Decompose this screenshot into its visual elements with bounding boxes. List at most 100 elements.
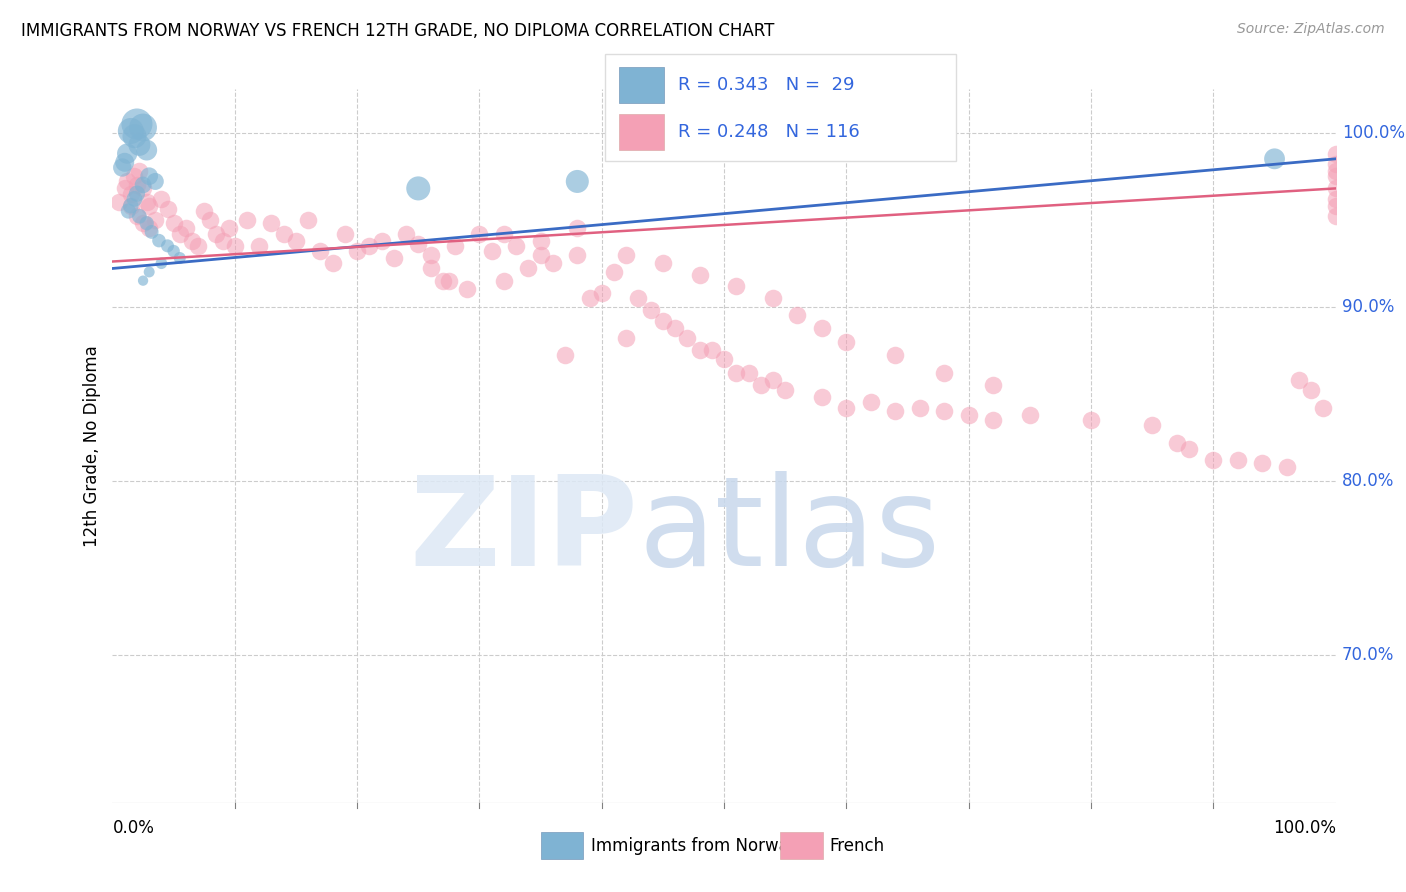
- Point: [444, 239, 467, 253]
- Point: [128, 209, 150, 223]
- Point: [132, 178, 155, 192]
- Point: [107, 195, 129, 210]
- Point: [181, 234, 204, 248]
- Point: [120, 186, 142, 201]
- Point: [382, 251, 405, 265]
- Point: [884, 349, 907, 363]
- Point: [652, 256, 675, 270]
- Point: [1202, 453, 1225, 467]
- Point: [762, 373, 785, 387]
- Point: [981, 378, 1004, 392]
- Point: [333, 227, 356, 241]
- Point: [786, 309, 808, 323]
- Text: 100.0%: 100.0%: [1272, 819, 1336, 837]
- Point: [567, 221, 589, 235]
- Point: [218, 221, 240, 235]
- Point: [591, 285, 613, 300]
- Point: [132, 181, 155, 195]
- Point: [492, 227, 515, 241]
- Point: [1251, 457, 1274, 471]
- Point: [614, 331, 637, 345]
- Point: [957, 408, 980, 422]
- Point: [567, 247, 589, 261]
- Point: [432, 274, 454, 288]
- Point: [713, 351, 735, 366]
- Point: [541, 256, 564, 270]
- Text: R = 0.248   N = 116: R = 0.248 N = 116: [678, 123, 859, 141]
- Point: [908, 401, 931, 415]
- Point: [689, 268, 711, 283]
- Point: [135, 195, 157, 210]
- Point: [273, 227, 295, 241]
- Point: [138, 265, 160, 279]
- Point: [1142, 418, 1164, 433]
- Point: [193, 204, 215, 219]
- Point: [1080, 413, 1102, 427]
- Point: [1324, 146, 1347, 161]
- Point: [117, 204, 139, 219]
- Point: [359, 239, 381, 253]
- Text: 70.0%: 70.0%: [1341, 646, 1395, 664]
- Point: [554, 349, 576, 363]
- Point: [408, 181, 430, 195]
- Point: [260, 216, 283, 230]
- Point: [132, 216, 155, 230]
- Point: [200, 212, 222, 227]
- Point: [395, 227, 418, 241]
- Point: [419, 247, 441, 261]
- Point: [156, 239, 179, 253]
- Point: [762, 291, 785, 305]
- Point: [236, 212, 259, 227]
- Point: [132, 120, 155, 135]
- Point: [811, 390, 834, 404]
- Point: [652, 314, 675, 328]
- Point: [1018, 408, 1040, 422]
- Point: [135, 143, 157, 157]
- Point: [115, 174, 138, 188]
- Point: [603, 265, 626, 279]
- Point: [120, 199, 142, 213]
- Text: 80.0%: 80.0%: [1341, 472, 1395, 490]
- Point: [120, 199, 142, 213]
- Point: [1178, 442, 1201, 457]
- Text: ZIP: ZIP: [409, 471, 638, 592]
- Point: [224, 239, 246, 253]
- Point: [775, 384, 797, 398]
- Text: French: French: [830, 837, 884, 855]
- Point: [811, 320, 834, 334]
- Point: [700, 343, 723, 358]
- Point: [437, 274, 460, 288]
- Point: [689, 343, 711, 358]
- Point: [614, 247, 637, 261]
- Point: [1324, 199, 1347, 213]
- Point: [1324, 164, 1347, 178]
- Text: R = 0.343   N =  29: R = 0.343 N = 29: [678, 76, 855, 94]
- Point: [247, 239, 270, 253]
- Point: [346, 244, 368, 258]
- Point: [124, 169, 146, 184]
- Point: [578, 291, 600, 305]
- Point: [1275, 459, 1298, 474]
- Point: [505, 239, 527, 253]
- Point: [627, 291, 650, 305]
- Point: [111, 161, 134, 175]
- Point: [211, 234, 233, 248]
- Point: [884, 404, 907, 418]
- Point: [1226, 453, 1249, 467]
- Point: [114, 181, 136, 195]
- Point: [456, 282, 478, 296]
- Point: [169, 227, 191, 241]
- Point: [128, 164, 150, 178]
- Text: 90.0%: 90.0%: [1341, 298, 1395, 316]
- Point: [135, 216, 157, 230]
- Point: [125, 117, 148, 131]
- Point: [1324, 192, 1347, 206]
- Point: [174, 221, 197, 235]
- Point: [468, 227, 491, 241]
- Point: [1324, 209, 1347, 223]
- Point: [125, 178, 148, 192]
- Point: [676, 331, 699, 345]
- Point: [138, 199, 160, 213]
- Text: Immigrants from Norway: Immigrants from Norway: [591, 837, 799, 855]
- Point: [125, 209, 148, 223]
